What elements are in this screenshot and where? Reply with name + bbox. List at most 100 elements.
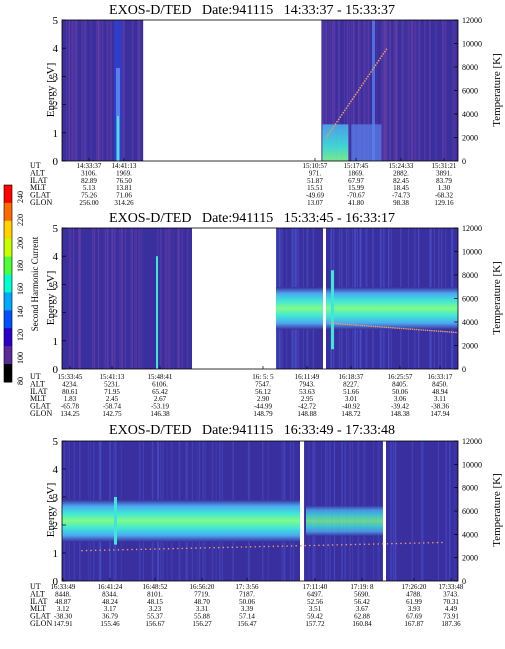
colorbar-swatch	[4, 185, 12, 204]
y-tick-label: 3	[53, 279, 59, 291]
y-right-tick-label: 8000	[462, 63, 478, 72]
ephemeris-value: 8405.	[392, 380, 408, 388]
colorbar-tick-label: 220	[16, 214, 25, 226]
temperature-trace-point	[360, 84, 363, 87]
striation	[434, 20, 436, 161]
ephemeris-value: -38.36	[431, 403, 450, 411]
temperature-trace-point	[365, 77, 368, 80]
striation	[179, 228, 180, 369]
striation	[394, 441, 397, 581]
ephemeris-value: 17:11:40	[303, 583, 328, 591]
temperature-trace-point	[340, 114, 343, 116]
ephemeris-value: -42.72	[298, 403, 317, 411]
colorbar-swatch	[4, 220, 12, 240]
colorbar-ticks: 240 220 200 180 160 140 120 100 80	[16, 191, 25, 385]
ephemeris-row-label: ALT	[30, 168, 45, 177]
striation	[110, 20, 113, 161]
ephemeris-value: 15.51	[307, 184, 323, 192]
temperature-trace-point	[334, 123, 337, 125]
striation	[69, 228, 72, 369]
ephemeris-value: 15:33:45	[58, 373, 83, 381]
striation	[403, 20, 405, 161]
striation	[124, 228, 126, 369]
ephemeris-value: 167.87	[404, 620, 424, 628]
striation	[93, 228, 95, 369]
temperature-trace-point	[411, 328, 414, 331]
striation	[359, 20, 361, 161]
temperature-trace-point	[351, 98, 354, 100]
temperature-trace-point	[444, 330, 446, 333]
temperature-trace-point	[309, 544, 311, 547]
striation	[169, 228, 171, 369]
striation	[75, 20, 78, 161]
temperature-trace-point	[422, 329, 425, 331]
temperature-trace-point	[181, 547, 184, 550]
y-right-tick-label: 0	[462, 157, 466, 166]
ephemeris-value: -53.19	[151, 403, 170, 411]
striation	[363, 20, 365, 161]
y-right-tick-label: 4000	[462, 530, 478, 539]
striation	[141, 228, 143, 369]
ephemeris-value: 2.90	[257, 395, 270, 403]
temperature-trace-point	[258, 545, 261, 548]
striation	[384, 20, 386, 161]
temperature-trace-point	[359, 543, 361, 546]
ephemeris-value: 13.81	[116, 184, 132, 192]
striation	[411, 441, 414, 581]
ephemeris-row-label: MLT	[30, 394, 46, 403]
ephemeris-value: 48.70	[194, 598, 210, 606]
striation	[350, 20, 352, 161]
y-tick-label: 1	[53, 548, 59, 560]
temperature-trace-point	[350, 543, 352, 546]
temperature-trace-point	[85, 549, 88, 552]
striation	[445, 20, 447, 161]
temperature-trace-point	[195, 547, 197, 549]
ephemeris-row-label: ALT	[30, 589, 45, 598]
striation	[322, 20, 325, 161]
ephemeris-value: 56.42	[354, 598, 370, 606]
striation	[408, 20, 410, 161]
y-right-tick-label: 6000	[462, 507, 478, 516]
y-tick-label: 5	[53, 436, 59, 448]
temperature-trace-point	[450, 331, 453, 333]
ephemeris-value: -70.67	[347, 192, 366, 200]
ephemeris-row-label: UT	[30, 582, 41, 591]
ephemeris-value: 3.12	[57, 605, 70, 613]
y-right-tick-label: 12000	[462, 437, 482, 446]
ephemeris-value: 83.79	[436, 177, 452, 185]
temperature-trace-point	[371, 68, 374, 71]
y-right-tick-label: 12000	[462, 224, 482, 233]
ephemeris-value: -68.32	[435, 192, 454, 200]
striation	[383, 20, 385, 161]
ephemeris-value: -74.73	[392, 192, 411, 200]
temperature-trace-point	[327, 134, 329, 137]
temperature-trace-point	[346, 323, 349, 326]
striation	[392, 441, 395, 581]
y-right-tick-label: 4000	[462, 110, 478, 119]
temperature-trace-point	[418, 542, 421, 544]
ephemeris-value: 134.25	[60, 410, 80, 418]
ephemeris-value: 56.12	[255, 388, 271, 396]
temperature-trace-point	[376, 62, 379, 64]
temperature-trace-point	[342, 323, 344, 325]
ephemeris-value: 5.13	[83, 184, 96, 192]
temperature-trace-point	[350, 100, 352, 103]
temperature-trace-point	[381, 543, 384, 545]
striation	[452, 20, 454, 161]
temperature-trace-point	[236, 546, 238, 548]
ephemeris-value: 2.45	[106, 395, 119, 403]
striation	[346, 20, 348, 161]
striation	[413, 20, 415, 161]
temperature-trace-point	[208, 546, 211, 549]
ephemeris-value: 3.11	[434, 395, 446, 403]
striation	[138, 228, 141, 369]
temperature-trace-point	[131, 548, 133, 551]
striation	[181, 228, 183, 369]
temperature-trace-point	[448, 331, 451, 333]
striation	[111, 228, 113, 369]
striation	[419, 20, 421, 161]
ephemeris-value: 4.49	[445, 605, 458, 613]
striation	[411, 20, 413, 161]
ephemeris-value: 82.45	[393, 177, 409, 185]
